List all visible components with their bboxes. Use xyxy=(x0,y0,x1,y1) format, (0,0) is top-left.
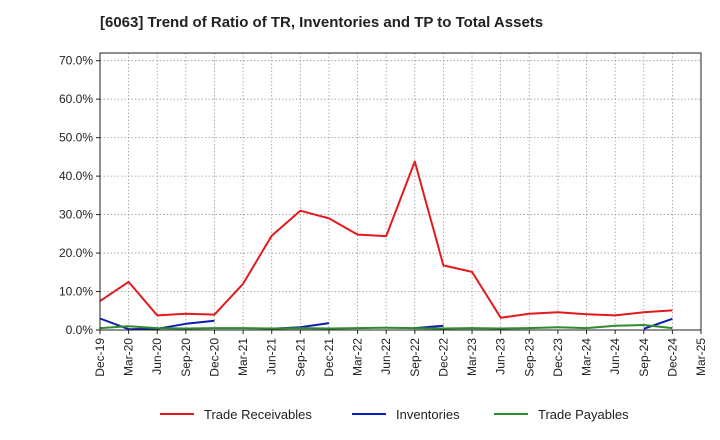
plot-border xyxy=(99,52,702,331)
legend-label: Trade Receivables xyxy=(204,407,312,422)
x-tick-label: Sep-22 xyxy=(408,338,422,377)
y-tick-label: 0.0% xyxy=(66,323,94,337)
x-tick-label: Mar-25 xyxy=(694,338,708,376)
x-tick-label: Mar-24 xyxy=(580,338,594,376)
x-tick-label: Jun-24 xyxy=(608,338,622,375)
x-tick-label: Sep-23 xyxy=(522,338,536,377)
y-tick-label: 20.0% xyxy=(59,246,93,260)
y-axis-ticks: 0.0% 10.0% 20.0% 30.0% 40.0% 50.0% 60.0% 70.0% xyxy=(59,54,100,337)
x-tick-label: Dec-24 xyxy=(665,338,679,377)
series-lines xyxy=(99,160,673,331)
x-tick-label: Jun-22 xyxy=(379,338,393,375)
y-tick-label: 30.0% xyxy=(59,208,93,222)
x-tick-label: Sep-24 xyxy=(637,338,651,377)
x-tick-label: Dec-20 xyxy=(207,338,221,377)
y-tick-label: 50.0% xyxy=(59,131,93,145)
legend-label: Inventories xyxy=(396,407,460,422)
x-tick-label: Dec-21 xyxy=(322,338,336,377)
legend-label: Trade Payables xyxy=(538,407,629,422)
x-tick-label: Mar-21 xyxy=(236,338,250,376)
x-tick-label: Jun-23 xyxy=(494,338,508,375)
y-tick-label: 40.0% xyxy=(59,169,93,183)
x-tick-label: Jun-20 xyxy=(150,338,164,375)
x-axis-ticks: Dec-19 Mar-20 Jun-20 Sep-20 Dec-20 Mar-21 Jun-… xyxy=(93,330,708,377)
x-tick-label: Dec-22 xyxy=(436,338,450,377)
y-tick-label: 60.0% xyxy=(59,92,93,106)
plot-area xyxy=(100,53,701,330)
x-tick-label: Mar-22 xyxy=(351,338,365,376)
x-tick-label: Dec-23 xyxy=(551,338,565,377)
y-tick-label: 10.0% xyxy=(59,285,93,299)
x-tick-label: Sep-21 xyxy=(293,338,307,377)
series-line-trade-payables xyxy=(99,324,673,330)
legend: Trade Receivables Inventories Trade Payabl… xyxy=(160,407,629,422)
x-tick-label: Mar-20 xyxy=(122,338,136,376)
x-tick-label: Sep-20 xyxy=(179,338,193,377)
x-tick-label: Mar-23 xyxy=(465,338,479,376)
series-line-inventories xyxy=(643,317,673,330)
series-line-trade-receivables xyxy=(99,160,673,319)
y-tick-label: 70.0% xyxy=(59,54,93,68)
chart-title: [6063] Trend of Ratio of TR, Inventories… xyxy=(100,14,544,31)
x-tick-label: Jun-21 xyxy=(265,338,279,375)
x-tick-label: Dec-19 xyxy=(93,338,107,377)
